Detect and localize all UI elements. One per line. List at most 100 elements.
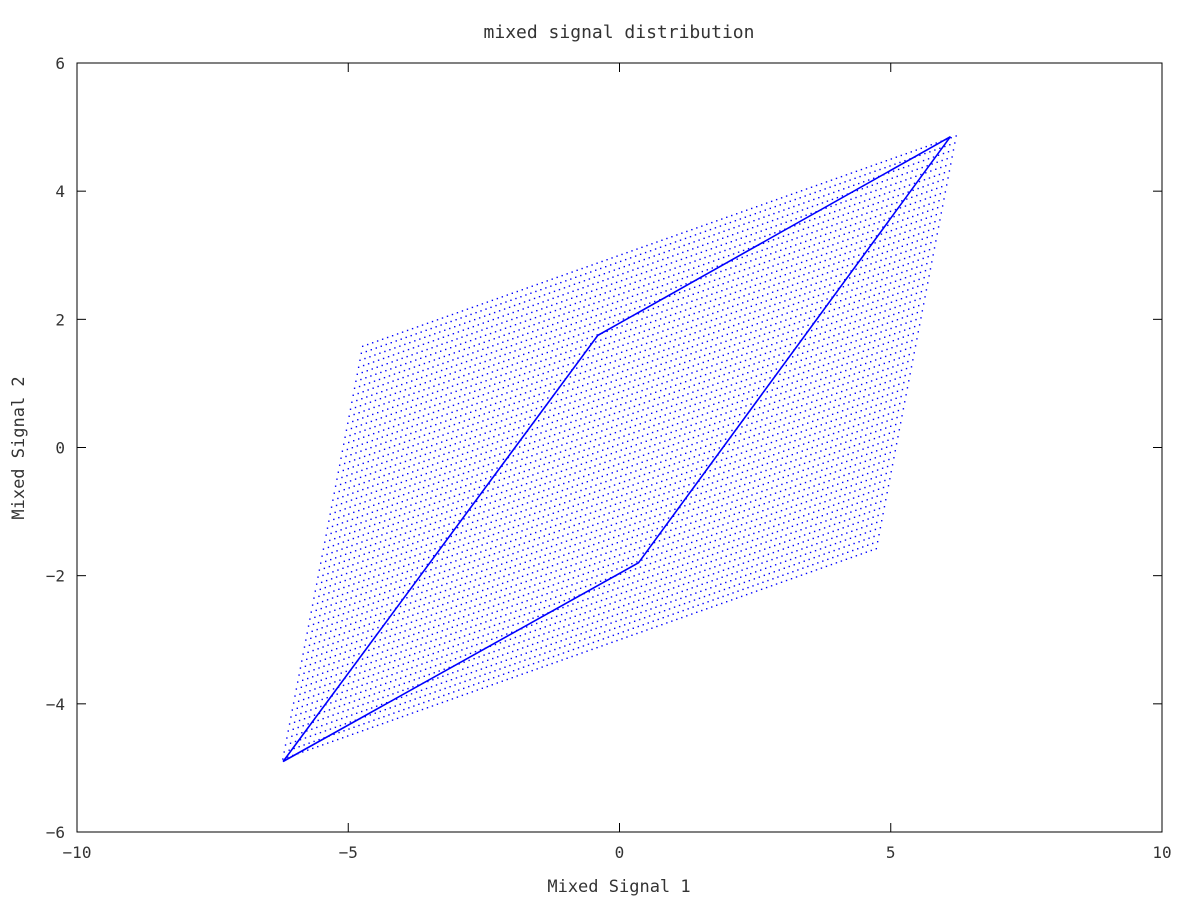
scatter-point — [721, 218, 723, 220]
scatter-point — [688, 340, 690, 343]
scatter-point — [404, 604, 407, 606]
scatter-point — [752, 272, 754, 274]
scatter-point — [351, 714, 353, 716]
scatter-point — [317, 693, 320, 695]
scatter-point — [546, 280, 548, 282]
scatter-point — [537, 348, 540, 350]
scatter-point — [419, 455, 422, 457]
scatter-point — [339, 581, 341, 583]
scatter-point — [741, 282, 743, 285]
scatter-point — [686, 615, 688, 617]
scatter-point — [581, 365, 583, 368]
scatter-point — [339, 653, 342, 655]
scatter-point — [744, 242, 746, 245]
scatter-point — [550, 598, 552, 600]
scatter-point — [681, 590, 683, 593]
scatter-point — [503, 360, 505, 363]
scatter-point — [642, 578, 644, 581]
scatter-point — [558, 360, 561, 362]
scatter-point — [441, 558, 443, 560]
scatter-point — [663, 251, 665, 254]
scatter-point — [591, 505, 593, 507]
scatter-point — [598, 587, 600, 589]
scatter-point — [711, 365, 713, 367]
scatter-point — [510, 488, 513, 490]
scatter-point — [396, 600, 398, 602]
scatter-point — [490, 449, 492, 452]
scatter-point — [404, 532, 407, 534]
scatter-point — [380, 443, 382, 445]
scatter-point — [432, 483, 435, 485]
scatter-point — [515, 343, 518, 345]
scatter-point — [384, 611, 387, 613]
scatter-point — [493, 624, 496, 627]
scatter-point — [495, 376, 497, 378]
scatter-point — [713, 520, 716, 523]
scatter-point — [700, 590, 702, 593]
scatter-point — [393, 445, 396, 447]
scatter-point — [399, 677, 402, 679]
scatter-point — [379, 593, 381, 596]
scatter-point — [313, 740, 315, 743]
scatter-point — [340, 672, 342, 674]
scatter-point — [711, 293, 713, 295]
scatter-point — [420, 403, 422, 405]
scatter-point — [599, 391, 601, 394]
scatter-point — [556, 563, 559, 565]
scatter-point — [450, 490, 452, 492]
scatter-point — [544, 411, 546, 413]
scatter-point — [344, 534, 346, 536]
scatter-point — [377, 385, 379, 388]
scatter-point — [579, 398, 581, 401]
scatter-point — [471, 378, 474, 380]
scatter-point — [526, 287, 528, 289]
scatter-point — [734, 291, 737, 294]
scatter-point — [662, 447, 665, 449]
scatter-point — [552, 538, 554, 541]
scatter-point — [421, 324, 424, 326]
scatter-point — [480, 525, 482, 527]
scatter-point — [689, 307, 692, 309]
scatter-point — [466, 380, 469, 382]
scatter-point — [446, 699, 449, 702]
scatter-point — [683, 244, 685, 247]
scatter-point — [496, 636, 498, 639]
scatter-point — [624, 285, 626, 287]
scatter-point — [613, 484, 616, 486]
scatter-point — [334, 557, 337, 559]
scatter-point — [659, 246, 662, 248]
scatter-point — [459, 584, 462, 587]
scatter-point — [650, 393, 652, 395]
scatter-point — [422, 656, 425, 658]
scatter-point — [387, 668, 390, 671]
scatter-point — [669, 412, 671, 414]
scatter-point — [645, 297, 647, 299]
scatter-point — [509, 495, 511, 497]
scatter-point — [678, 533, 681, 535]
scatter-point — [477, 395, 480, 398]
scatter-point — [508, 476, 511, 478]
scatter-point — [539, 582, 541, 584]
scatter-point — [529, 488, 531, 490]
scatter-point — [389, 420, 391, 423]
scatter-point — [360, 567, 363, 569]
scatter-point — [604, 533, 606, 535]
scatter-point — [546, 566, 549, 569]
scatter-point — [651, 458, 653, 460]
scatter-point — [492, 605, 495, 607]
scatter-point — [523, 496, 525, 499]
scatter-point — [644, 251, 647, 254]
scatter-point — [481, 329, 483, 331]
scatter-point — [624, 454, 626, 457]
scatter-point — [351, 590, 354, 592]
scatter-point — [657, 573, 659, 575]
scatter-point — [342, 495, 344, 498]
scatter-point — [690, 424, 692, 427]
scatter-point — [532, 330, 534, 333]
scatter-point — [471, 306, 474, 309]
scatter-point — [375, 490, 378, 492]
scatter-point — [740, 263, 742, 266]
scatter-point — [746, 281, 748, 283]
scatter-point — [371, 726, 374, 728]
scatter-point — [580, 274, 582, 277]
